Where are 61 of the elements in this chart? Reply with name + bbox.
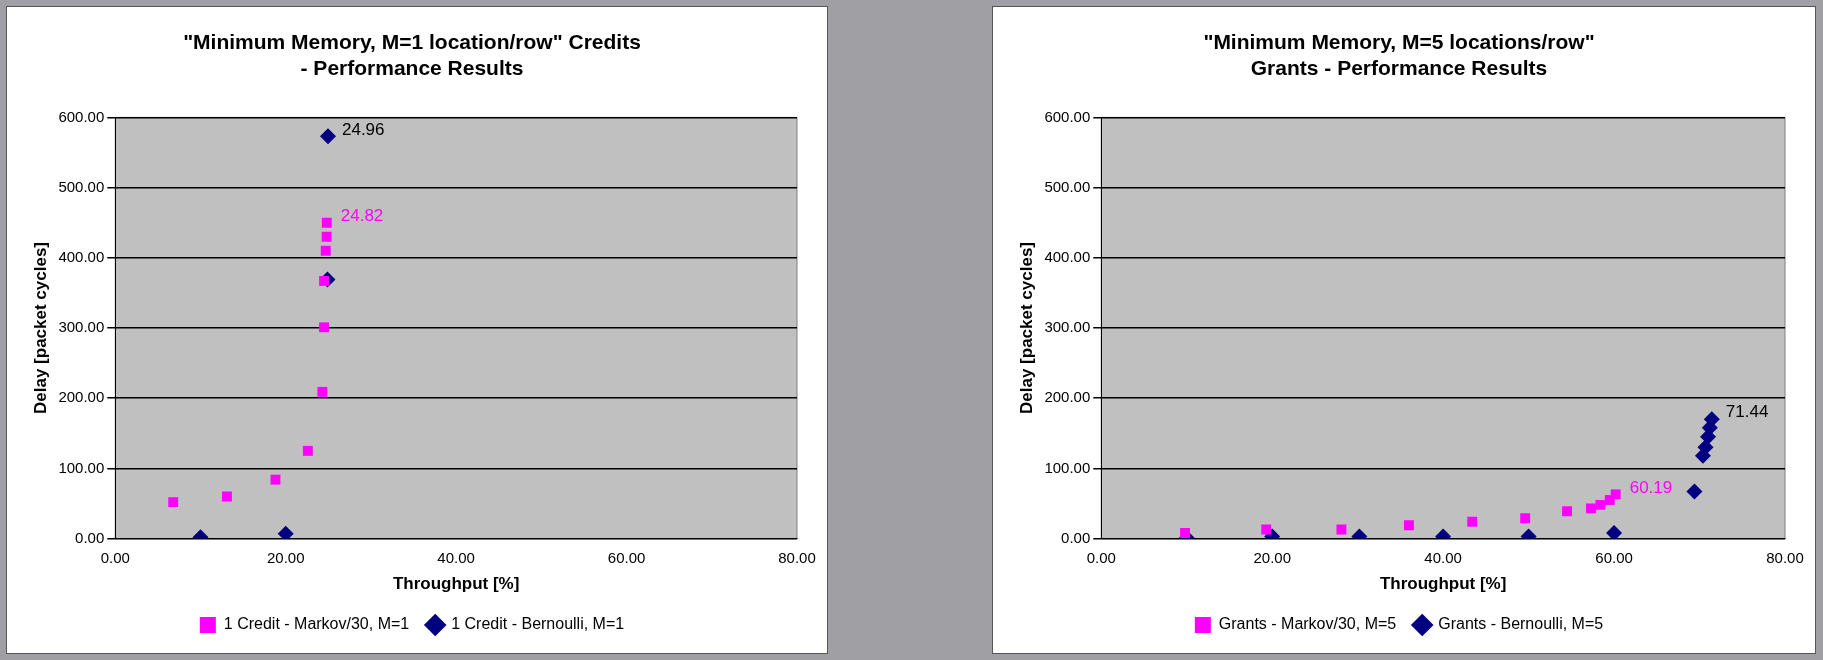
x-tick-label: 80.00 [778, 548, 816, 566]
point [1404, 520, 1414, 531]
y-tick-label: 200.00 [58, 388, 105, 406]
annotation: 24.96 [341, 119, 385, 139]
point [321, 217, 332, 228]
point [319, 322, 330, 333]
annotation: 60.19 [1629, 477, 1673, 497]
point [1261, 524, 1272, 535]
x-axis-title: Throughput [%] [392, 574, 520, 594]
point [302, 445, 313, 456]
x-tick-label: 20.00 [266, 548, 305, 566]
chart-title: "Minimum Memory, M=5 locations/row" Grants - Performance Results [1203, 30, 1595, 79]
point [1610, 489, 1621, 500]
x-tick-label: 60.00 [1595, 548, 1633, 566]
x-tick-label: 20.00 [1253, 548, 1291, 566]
y-tick-label: 100.00 [1044, 458, 1091, 476]
y-tick-label: 400.00 [58, 247, 105, 265]
point [1595, 499, 1606, 510]
point [1586, 503, 1596, 514]
x-tick-label: 40.00 [437, 548, 475, 566]
point [321, 231, 332, 242]
chart-title: "Minimum Memory, M=1 location/row" Credits - Performance Results [183, 30, 641, 79]
y-tick-label: 400.00 [1044, 247, 1091, 265]
y-tick-label: 200.00 [1044, 388, 1091, 406]
y-axis-title: Delay [packet cycles] [30, 242, 50, 414]
y-tick-label: 500.00 [58, 177, 105, 195]
point [1467, 516, 1478, 527]
y-tick-label: 100.00 [58, 458, 105, 476]
x-axis-title: Throughput [%] [1379, 574, 1507, 594]
point [319, 128, 336, 145]
point [1336, 524, 1347, 535]
point [270, 474, 281, 485]
y-tick-label: 300.00 [1044, 318, 1091, 336]
x-tick-label: 40.00 [1424, 548, 1462, 566]
annotation: 24.82 [340, 205, 384, 225]
y-tick-label: 0.00 [75, 528, 105, 546]
point [320, 245, 331, 256]
legend-label: Grants - Bernoulli, M=5 [1438, 615, 1604, 633]
point [1520, 513, 1531, 524]
x-tick-label: 60.00 [607, 548, 646, 566]
point [1562, 506, 1573, 517]
annotation: 71.44 [1725, 402, 1769, 422]
point [221, 491, 232, 502]
y-tick-label: 500.00 [1044, 177, 1091, 195]
point [317, 386, 328, 397]
x-tick-label: 80.00 [1766, 548, 1804, 566]
point [277, 525, 294, 539]
y-tick-label: 300.00 [58, 318, 105, 336]
point [1606, 524, 1623, 539]
point [1686, 483, 1703, 500]
point [168, 497, 179, 508]
point [1180, 528, 1190, 538]
legend-label: Grants - Markov/30, M=5 [1218, 615, 1397, 633]
y-tick-label: 600.00 [1044, 107, 1091, 125]
y-axis-title: Delay [packet cycles] [1016, 242, 1036, 414]
x-tick-label: 0.00 [100, 548, 130, 566]
x-tick-label: 0.00 [1086, 548, 1116, 566]
y-tick-label: 600.00 [58, 107, 105, 125]
legend-label: 1 Credit - Bernoulli, M=1 [451, 615, 625, 633]
legend-label: 1 Credit - Markov/30, M=1 [223, 615, 410, 633]
y-tick-label: 0.00 [1061, 528, 1091, 546]
